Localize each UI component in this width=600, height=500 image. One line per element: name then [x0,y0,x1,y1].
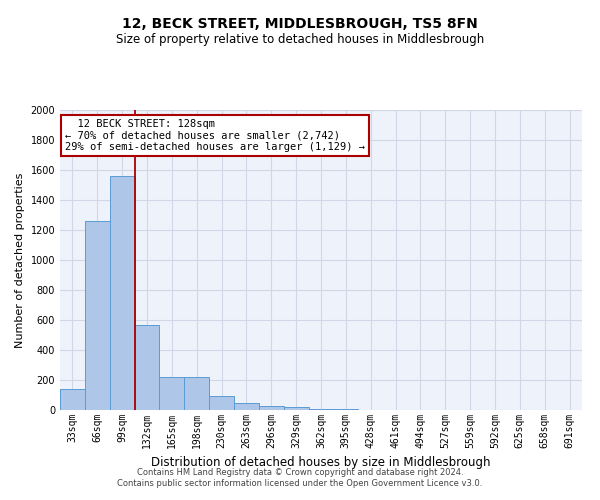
X-axis label: Distribution of detached houses by size in Middlesbrough: Distribution of detached houses by size … [151,456,491,469]
Bar [110,176,134,410]
Bar [85,221,110,410]
Bar [160,377,184,410]
Text: Size of property relative to detached houses in Middlesbrough: Size of property relative to detached ho… [116,32,484,46]
Bar [134,324,160,410]
Bar [284,407,308,410]
Bar [308,408,334,410]
Bar [209,396,234,410]
Bar [234,402,259,410]
Bar [334,409,358,410]
Y-axis label: Number of detached properties: Number of detached properties [15,172,25,348]
Bar [259,406,284,410]
Bar [60,389,85,410]
Text: Contains HM Land Registry data © Crown copyright and database right 2024.
Contai: Contains HM Land Registry data © Crown c… [118,468,482,487]
Text: 12 BECK STREET: 128sqm  
← 70% of detached houses are smaller (2,742)
29% of sem: 12 BECK STREET: 128sqm ← 70% of detached… [65,119,365,152]
Text: 12, BECK STREET, MIDDLESBROUGH, TS5 8FN: 12, BECK STREET, MIDDLESBROUGH, TS5 8FN [122,18,478,32]
Bar [184,377,209,410]
